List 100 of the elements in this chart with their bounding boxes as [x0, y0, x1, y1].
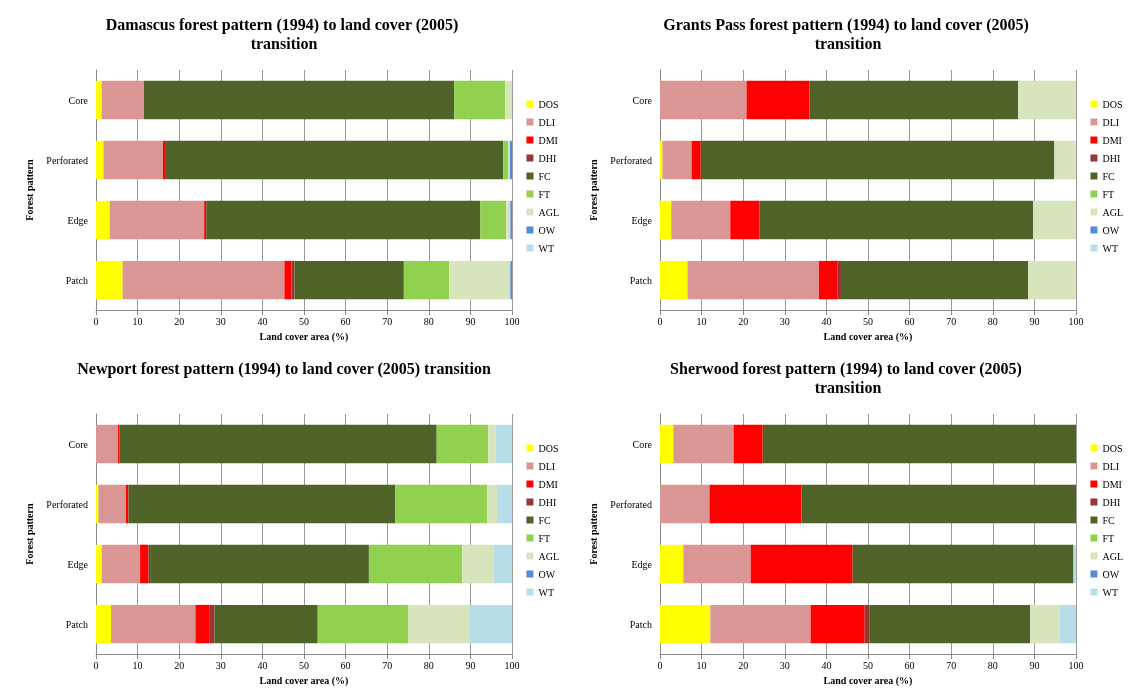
bar	[1018, 80, 1076, 120]
y-tick-label: Core	[68, 94, 89, 106]
x-tick-label: 90	[1029, 659, 1040, 671]
y-tick-label: Patch	[65, 274, 88, 286]
x-tick-label: 60	[904, 659, 915, 671]
x-tick-label: 60	[340, 315, 351, 327]
y-axis-title: Forest pattern	[23, 503, 35, 565]
x-tick-label: 80	[987, 659, 998, 671]
y-tick-label: Patch	[629, 618, 652, 630]
bar	[150, 544, 369, 584]
bar	[122, 260, 285, 300]
bar	[506, 200, 511, 240]
x-tick-label: 0	[93, 659, 99, 671]
bar	[204, 200, 207, 240]
bar	[660, 200, 672, 240]
bar	[206, 200, 481, 240]
x-tick-label: 30	[779, 315, 790, 327]
y-axis-title: Forest pattern	[23, 159, 35, 221]
legend-label: OW	[538, 568, 556, 580]
bar	[103, 140, 163, 180]
bar	[700, 140, 1055, 180]
y-tick-label: Edge	[67, 214, 89, 226]
bar	[487, 484, 498, 524]
x-tick-label: 20	[738, 315, 749, 327]
bar	[101, 80, 144, 120]
legend-label: AGL	[538, 550, 560, 562]
legend-label: DMI	[1102, 134, 1122, 146]
x-tick-label: 100	[1068, 659, 1084, 671]
legend-label: OW	[1102, 568, 1120, 580]
x-axis-title: Land cover area (%)	[823, 674, 913, 687]
x-tick-label: 0	[657, 659, 663, 671]
x-tick-label: 50	[299, 315, 309, 327]
bar	[691, 140, 701, 180]
bar	[1054, 140, 1076, 180]
y-tick-label: Patch	[629, 274, 652, 286]
legend-label: AGL	[538, 206, 560, 218]
bar	[709, 484, 802, 524]
x-tick-label: 40	[257, 659, 268, 671]
y-tick-label: Perforated	[610, 154, 652, 166]
bar	[810, 604, 865, 644]
bar	[660, 604, 711, 644]
bar	[869, 604, 1031, 644]
legend-label: DMI	[538, 134, 558, 146]
legend-label: DMI	[538, 478, 558, 490]
legend-label: DLI	[1102, 116, 1120, 128]
bar	[809, 80, 1019, 120]
legend-label: AGL	[1102, 206, 1124, 218]
legend-label: DOS	[538, 442, 559, 454]
y-tick-label: Perforated	[46, 154, 88, 166]
legend-label: OW	[1102, 224, 1120, 236]
bar	[469, 604, 512, 644]
legend-label: FT	[538, 532, 551, 544]
bar	[730, 200, 760, 240]
y-tick-label: Edge	[631, 214, 653, 226]
legend-label: FT	[1102, 532, 1115, 544]
bar	[818, 260, 838, 300]
bar	[480, 200, 507, 240]
bar	[165, 140, 504, 180]
bar	[733, 424, 763, 464]
bar	[493, 544, 512, 584]
x-tick-label: 10	[696, 659, 707, 671]
y-tick-label: Core	[632, 438, 653, 450]
x-tick-label: 50	[863, 659, 873, 671]
x-axis-title: Land cover area (%)	[259, 674, 349, 687]
y-tick-label: Patch	[65, 618, 88, 630]
x-tick-label: 100	[1068, 315, 1084, 327]
bar	[403, 260, 450, 300]
bar	[660, 544, 684, 584]
x-tick-label: 50	[299, 659, 309, 671]
legend-label: OW	[538, 224, 556, 236]
bar	[101, 544, 141, 584]
bar	[837, 260, 841, 300]
y-tick-label: Edge	[67, 558, 89, 570]
bar	[96, 80, 102, 120]
x-tick-label: 40	[257, 315, 268, 327]
x-tick-label: 60	[904, 315, 915, 327]
bar	[801, 484, 1076, 524]
bar	[162, 140, 166, 180]
bar	[1030, 604, 1060, 644]
legend-label: FT	[1102, 188, 1115, 200]
bar	[214, 604, 318, 644]
legend-label: DOS	[538, 98, 559, 110]
bar	[408, 604, 470, 644]
legend-label: DMI	[1102, 478, 1122, 490]
x-tick-label: 30	[215, 659, 226, 671]
x-tick-label: 70	[946, 659, 957, 671]
bar	[119, 424, 437, 464]
bar	[864, 604, 870, 644]
legend-label: DHI	[1102, 496, 1121, 508]
bar	[128, 484, 396, 524]
bar	[462, 544, 494, 584]
bar	[96, 544, 102, 584]
x-axis-title: Land cover area (%)	[259, 330, 349, 343]
bar	[759, 200, 1034, 240]
legend-label: FC	[538, 514, 552, 526]
chart-title: Damascus forest pattern (1994) to land cover (2005) transition	[105, 16, 463, 52]
y-axis-title: Forest pattern	[587, 503, 599, 565]
bar	[750, 544, 853, 584]
x-tick-label: 90	[465, 315, 476, 327]
x-tick-label: 40	[821, 659, 832, 671]
